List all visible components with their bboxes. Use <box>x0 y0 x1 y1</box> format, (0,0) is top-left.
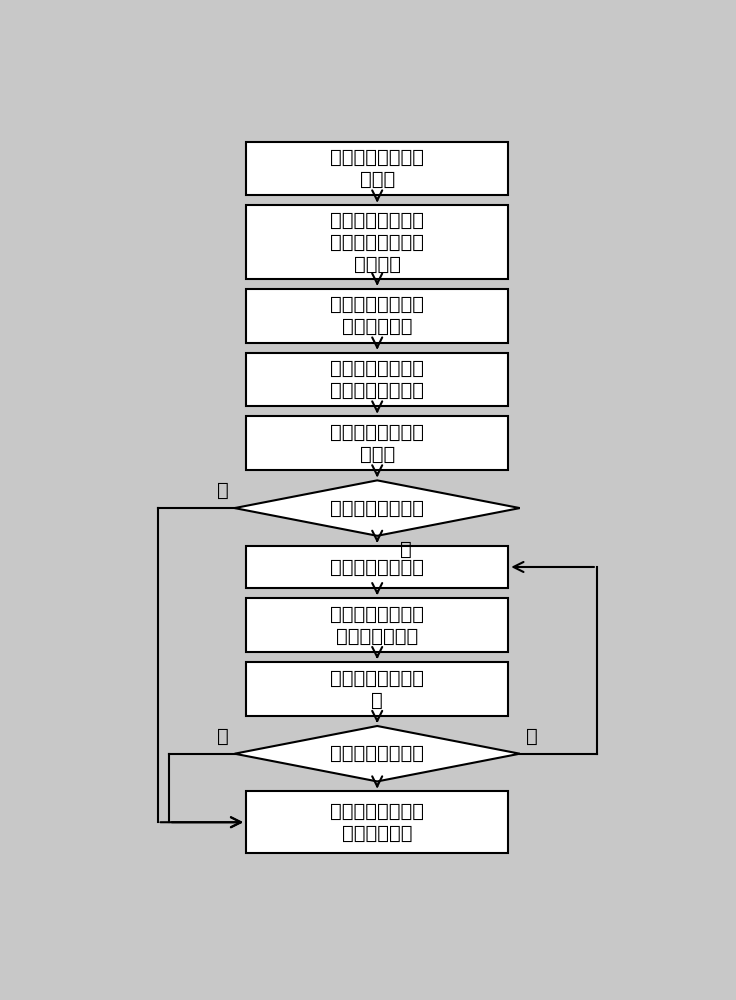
Text: 是: 是 <box>217 727 229 746</box>
Text: 根据待辨识参数个
数初始化种群: 根据待辨识参数个 数初始化种群 <box>330 295 424 336</box>
Text: 待辨识参数采用实
值编码: 待辨识参数采用实 值编码 <box>330 148 424 189</box>
FancyBboxPatch shape <box>246 142 509 195</box>
Text: 更新粒子速度和位
置: 更新粒子速度和位 置 <box>330 669 424 710</box>
Polygon shape <box>235 480 520 536</box>
Text: 否: 否 <box>526 727 537 746</box>
Text: 同步风力发电机辨
识的最佳参数: 同步风力发电机辨 识的最佳参数 <box>330 802 424 843</box>
Text: 是: 是 <box>217 481 229 500</box>
Text: 是否满足收敛条件: 是否满足收敛条件 <box>330 499 424 518</box>
FancyBboxPatch shape <box>246 289 509 343</box>
Text: 选取个体极值和群
体极值: 选取个体极值和群 体极值 <box>330 423 424 464</box>
Polygon shape <box>235 726 520 781</box>
FancyBboxPatch shape <box>246 205 509 279</box>
FancyBboxPatch shape <box>246 598 509 652</box>
Text: 是否满足收敛条件: 是否满足收敛条件 <box>330 744 424 763</box>
FancyBboxPatch shape <box>246 662 509 716</box>
Text: 计算各参数的适应
度值进行种群排序: 计算各参数的适应 度值进行种群排序 <box>330 359 424 400</box>
FancyBboxPatch shape <box>246 353 509 406</box>
FancyBboxPatch shape <box>246 546 509 588</box>
Text: 选择、交叉、变异: 选择、交叉、变异 <box>330 557 424 576</box>
Text: 计算参数的适应度
值进行种群排序: 计算参数的适应度 值进行种群排序 <box>330 605 424 646</box>
Text: 待辨识参数变化范
围作为求解空间初
始化参数: 待辨识参数变化范 围作为求解空间初 始化参数 <box>330 211 424 274</box>
FancyBboxPatch shape <box>246 416 509 470</box>
FancyBboxPatch shape <box>246 791 509 853</box>
Text: 否: 否 <box>400 540 411 559</box>
